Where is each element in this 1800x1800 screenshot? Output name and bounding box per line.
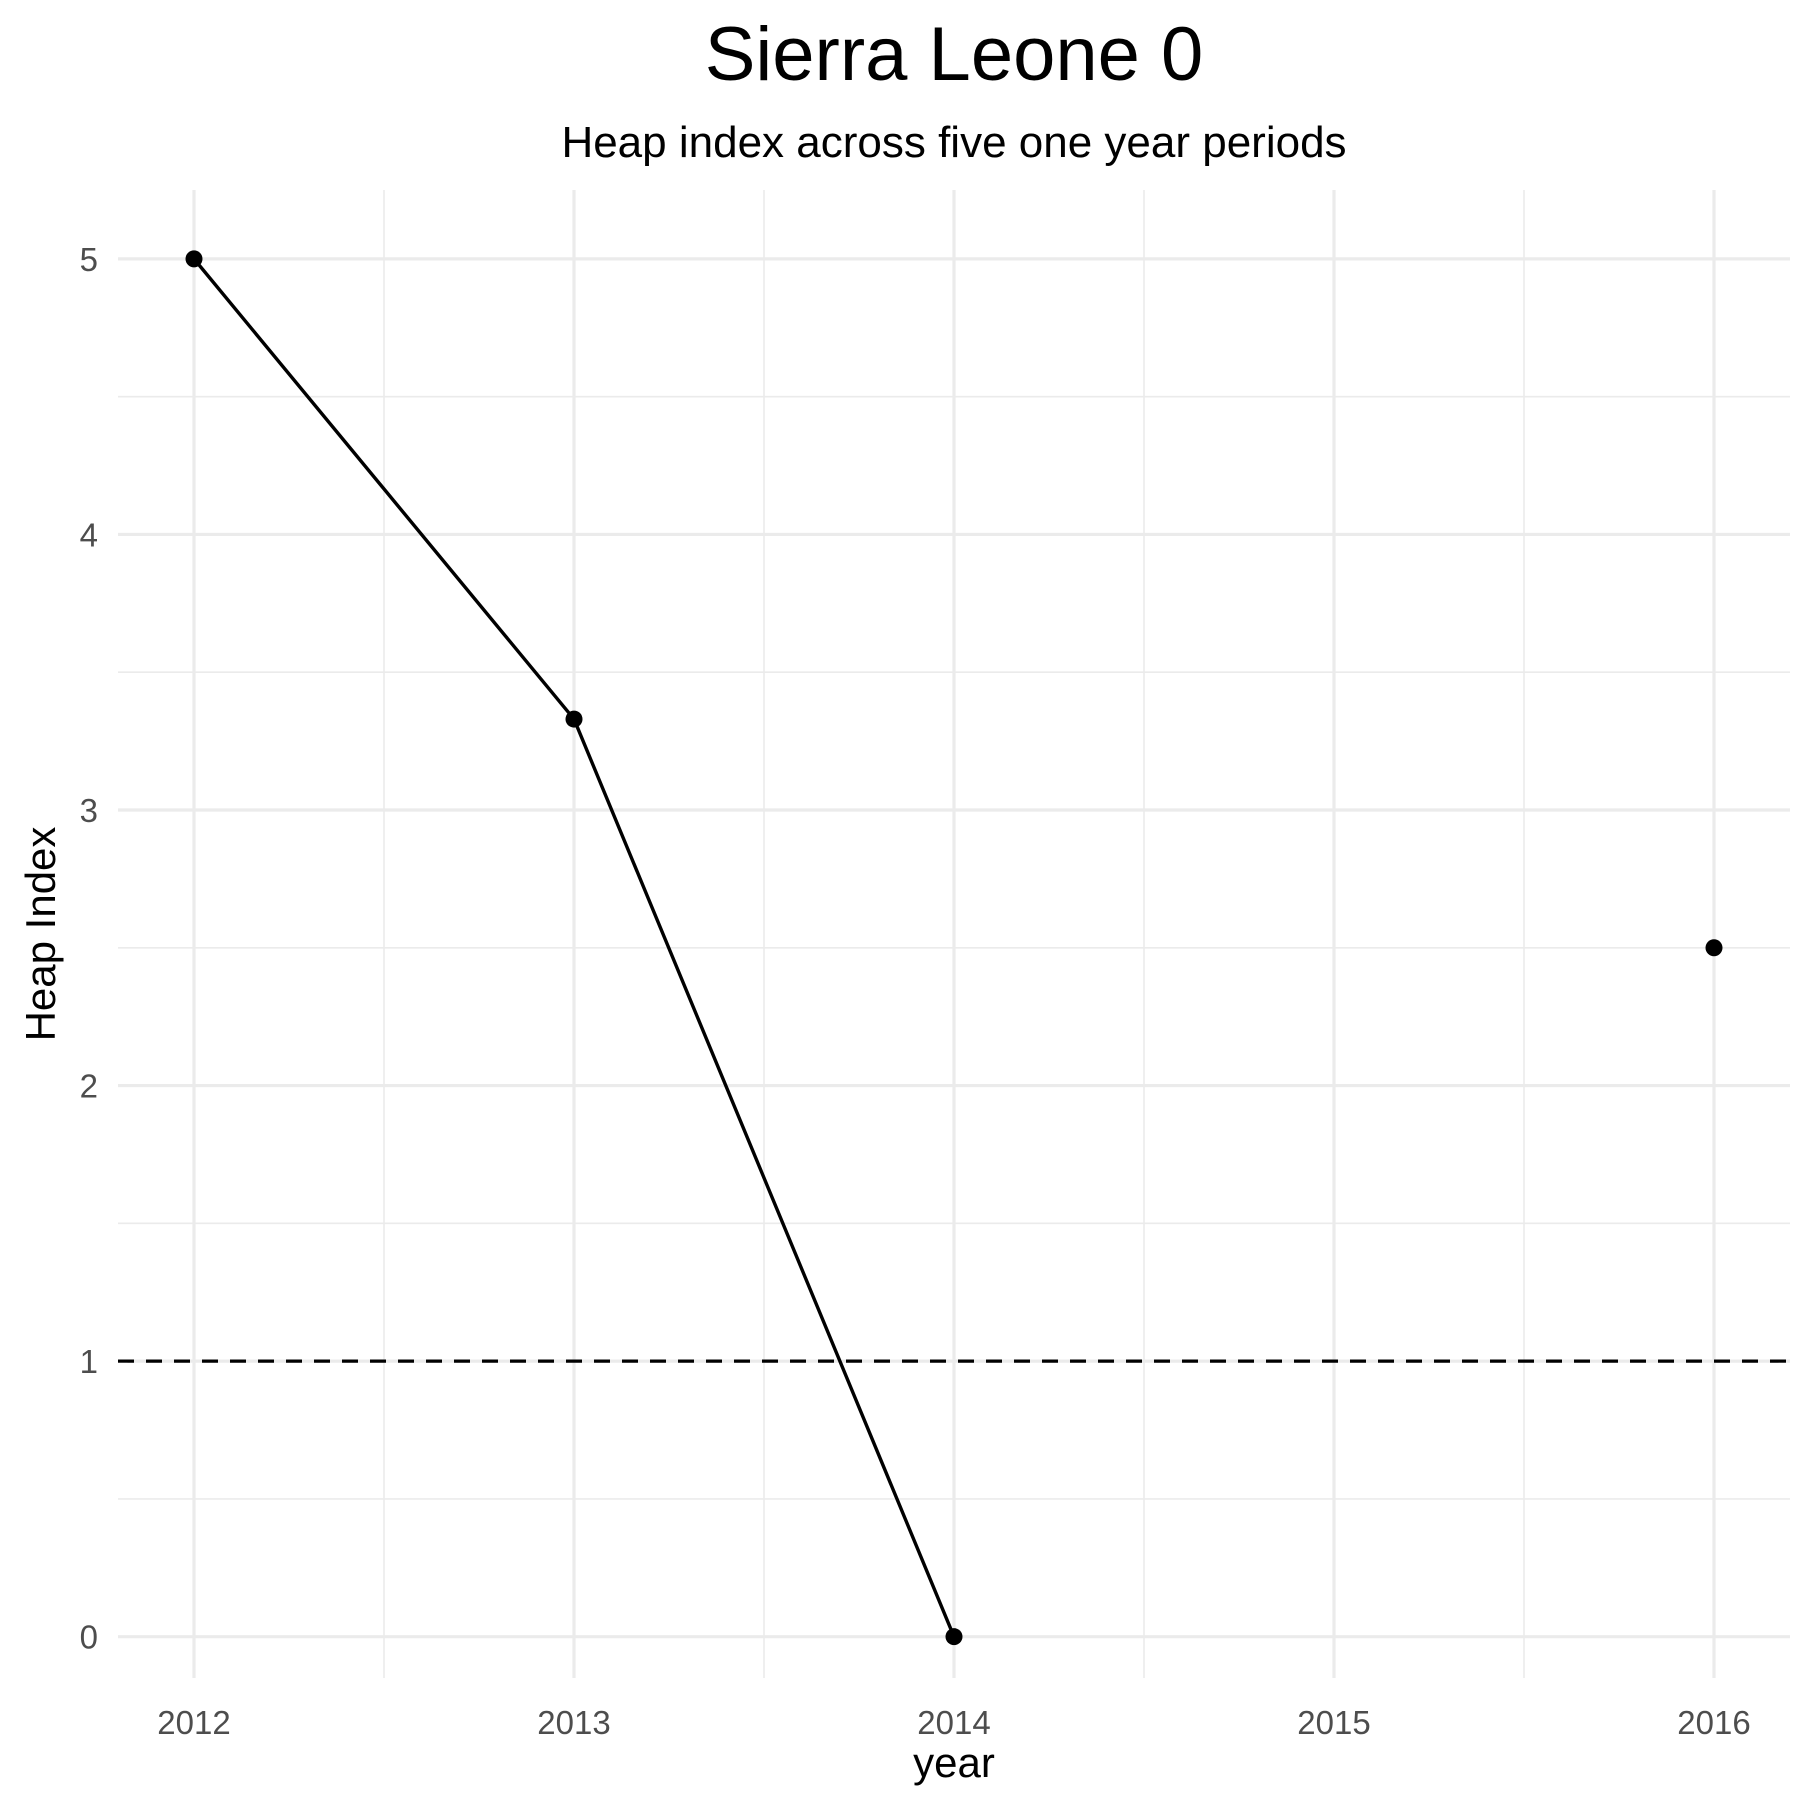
data-point [1705, 939, 1723, 957]
series-line-segment [572, 717, 956, 1639]
y-tick-label: 0 [80, 1619, 98, 1656]
data-point [945, 1628, 963, 1646]
data-point [185, 250, 203, 268]
x-tick-label: 2013 [537, 1704, 610, 1741]
tick-labels: 0 1 2 3 4 5 2012 2013 2014 2015 2016 [80, 241, 1751, 1741]
series-line-segment [192, 257, 576, 721]
y-tick-label: 1 [80, 1343, 98, 1380]
y-tick-label: 5 [80, 241, 98, 278]
y-tick-label: 2 [80, 1068, 98, 1105]
data-point [565, 710, 583, 728]
y-axis-title: Heap Index [17, 827, 64, 1042]
x-tick-label: 2012 [157, 1704, 230, 1741]
chart-subtitle: Heap index across five one year periods [561, 118, 1346, 167]
x-tick-label: 2016 [1677, 1704, 1750, 1741]
y-tick-label: 3 [80, 792, 98, 829]
grid [118, 190, 1790, 1678]
x-axis-title: year [913, 1739, 995, 1786]
x-tick-label: 2014 [917, 1704, 990, 1741]
series-group [185, 250, 1723, 1646]
x-tick-label: 2015 [1297, 1704, 1370, 1741]
y-tick-label: 4 [80, 516, 98, 553]
chart-title: Sierra Leone 0 [705, 12, 1204, 97]
